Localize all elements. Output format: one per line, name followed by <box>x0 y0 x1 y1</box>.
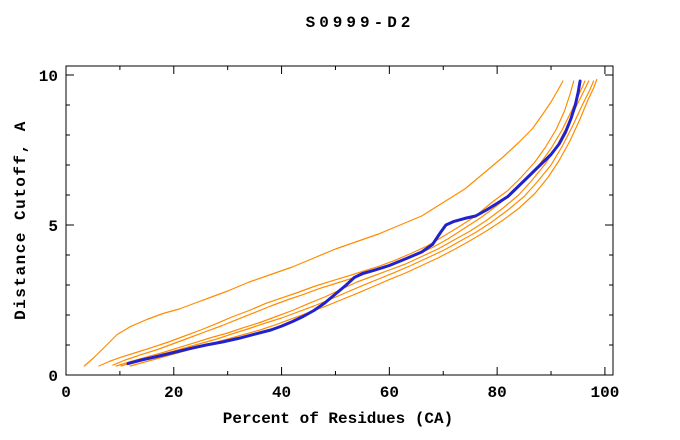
chart-title: S0999-D2 <box>305 14 415 32</box>
curve-orange-6 <box>129 78 598 367</box>
x-tick-label: 20 <box>164 384 183 402</box>
curve-orange-3 <box>112 80 586 366</box>
y-tick-label: 5 <box>48 218 58 236</box>
y-tick-label: 0 <box>48 368 58 386</box>
x-tick-label: 40 <box>272 384 291 402</box>
curve-orange-outlier <box>83 80 564 367</box>
x-tick-label: 100 <box>591 384 620 402</box>
plot-frame <box>65 65 614 376</box>
curve-orange-5 <box>120 80 595 367</box>
x-tick-label: 0 <box>61 384 71 402</box>
x-tick-label: 80 <box>488 384 507 402</box>
x-axis-label: Percent of Residues (CA) <box>222 410 454 428</box>
x-tick-label: 60 <box>380 384 399 402</box>
y-tick-label: 10 <box>39 68 58 86</box>
curve-orange-2 <box>98 80 575 367</box>
curve-orange-4 <box>115 80 590 367</box>
curve-blue-model <box>126 79 582 366</box>
